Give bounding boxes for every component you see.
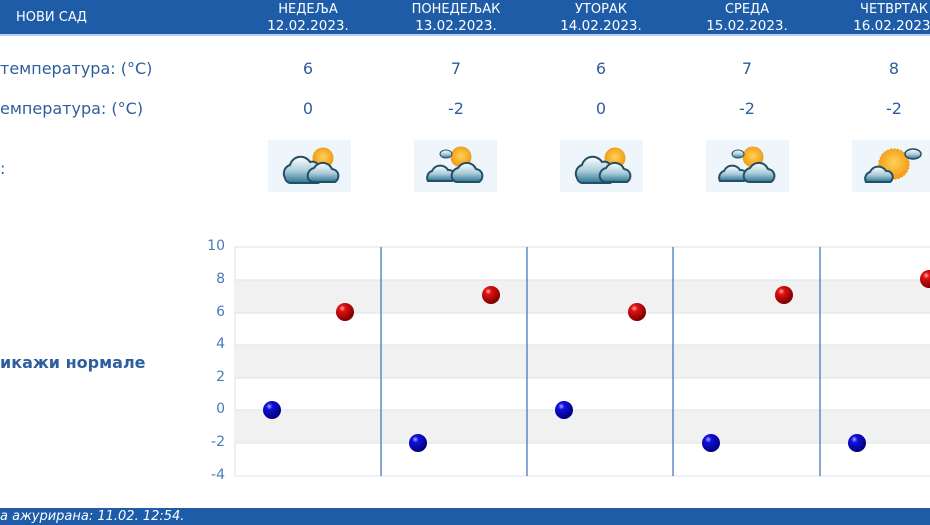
sun-behind-clouds-icon bbox=[706, 140, 789, 192]
y-tick: -2 bbox=[211, 434, 225, 450]
partly-cloudy-icon bbox=[268, 140, 351, 192]
mostly-sunny-icon bbox=[852, 140, 930, 192]
y-tick: 2 bbox=[216, 369, 225, 385]
sun-behind-clouds-icon bbox=[414, 140, 497, 192]
day-header-3: УТОРАК 14.02.2023. bbox=[528, 2, 674, 34]
day-date: 15.02.2023. bbox=[706, 18, 788, 34]
day-name: ПОНЕДЕЉАК bbox=[411, 2, 501, 17]
day-header-5: ЧЕТВРТАК 16.02.2023. bbox=[821, 2, 930, 34]
day-header-2: ПОНЕДЕЉАК 13.02.2023. bbox=[383, 2, 529, 34]
max-temp-value: 6 bbox=[595, 59, 607, 78]
min-temp-value: -2 bbox=[739, 99, 755, 118]
y-tick: 0 bbox=[216, 401, 225, 417]
min-temp-value: -2 bbox=[448, 99, 464, 118]
day-name: СРЕДА bbox=[724, 2, 770, 17]
max-temp-value: 7 bbox=[741, 59, 753, 78]
min-temp-value: 0 bbox=[595, 99, 607, 118]
chart-bands bbox=[234, 246, 930, 477]
day-date: 16.02.2023. bbox=[853, 18, 930, 34]
day-name: НЕДЕЉА bbox=[278, 2, 338, 17]
gridlines bbox=[235, 246, 930, 477]
day-header-1: НЕДЕЉА 12.02.2023. bbox=[235, 2, 381, 34]
last-updated-text: а ажурирана: 11.02. 12:54. bbox=[0, 509, 185, 524]
min-temp-label: емпература: (°C) bbox=[0, 99, 144, 118]
max-temp-value: 6 bbox=[302, 59, 314, 78]
y-tick: 10 bbox=[207, 238, 225, 254]
max-temp-series bbox=[336, 270, 930, 321]
day-separators bbox=[380, 247, 821, 476]
forecast-header: НОВИ САД НЕДЕЉА 12.02.2023. ПОНЕДЕЉАК 13… bbox=[0, 0, 930, 36]
y-tick: 8 bbox=[216, 271, 225, 287]
max-temp-value: 8 bbox=[888, 59, 900, 78]
partly-cloudy-icon bbox=[560, 140, 643, 192]
max-temp-label: температура: (°C) bbox=[0, 59, 153, 78]
min-temp-value: 0 bbox=[302, 99, 314, 118]
day-date: 13.02.2023. bbox=[415, 18, 497, 34]
weather-icon-label: : bbox=[0, 159, 6, 178]
day-date: 14.02.2023. bbox=[560, 18, 642, 34]
day-date: 12.02.2023. bbox=[267, 18, 349, 34]
y-tick: 6 bbox=[216, 304, 225, 320]
min-temp-series bbox=[263, 401, 866, 452]
show-normals-link[interactable]: икажи нормале bbox=[0, 353, 146, 372]
day-name: УТОРАК bbox=[574, 2, 628, 17]
city-name: НОВИ САД bbox=[16, 10, 87, 25]
day-header-4: СРЕДА 15.02.2023. bbox=[674, 2, 820, 34]
y-tick: 4 bbox=[216, 336, 225, 352]
y-tick: -4 bbox=[211, 467, 225, 483]
last-updated-bar: а ажурирана: 11.02. 12:54. bbox=[0, 508, 930, 525]
min-temp-value: -2 bbox=[886, 99, 902, 118]
max-temp-value: 7 bbox=[450, 59, 462, 78]
day-name: ЧЕТВРТАК bbox=[860, 2, 928, 17]
